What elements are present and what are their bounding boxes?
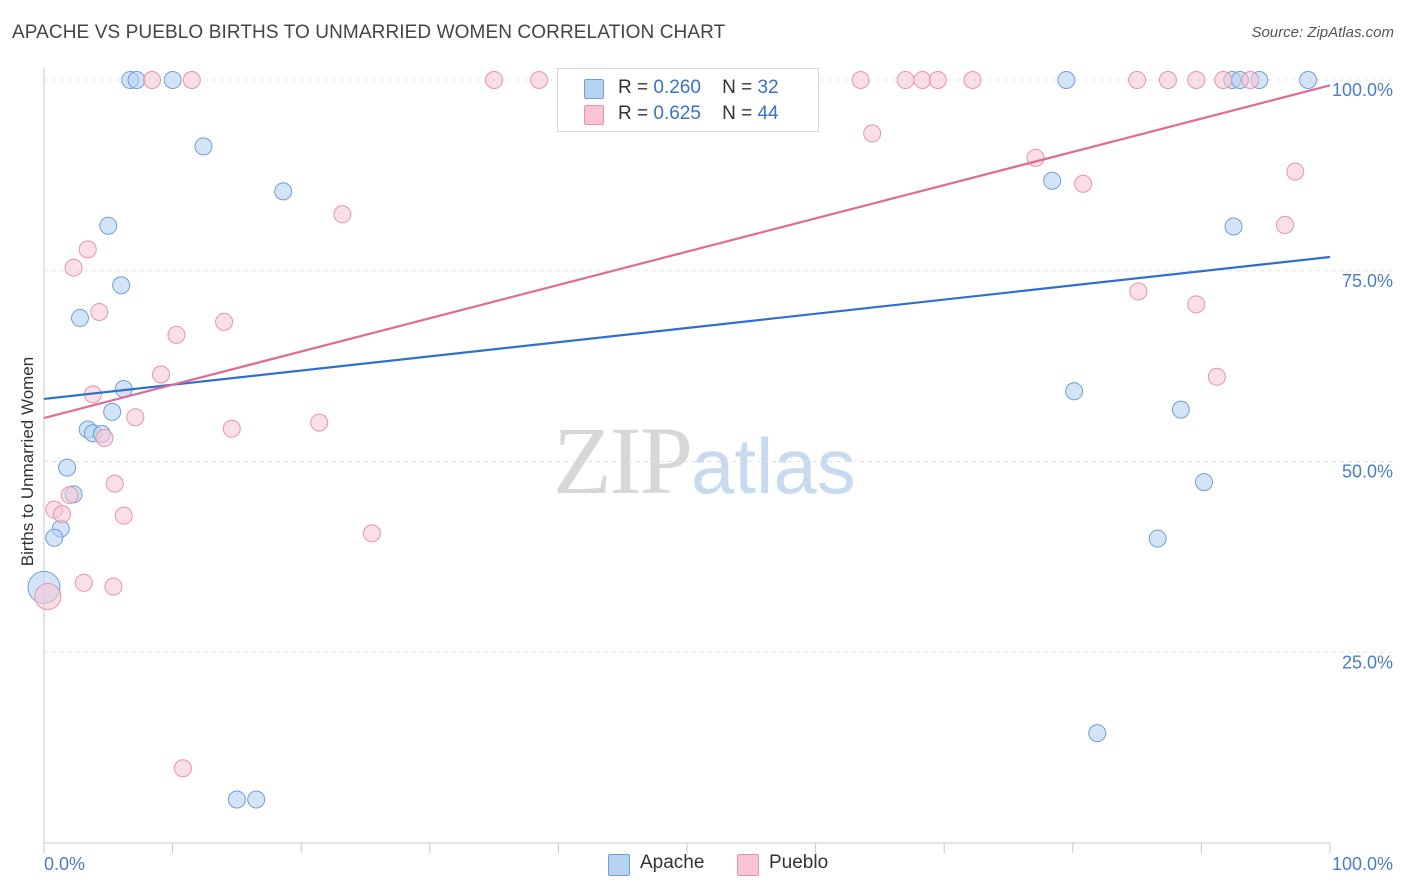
watermark: ZIPatlas <box>553 405 856 516</box>
pueblo-point <box>1158 71 1177 89</box>
pueblo-point <box>485 71 504 89</box>
apache-point <box>194 137 213 156</box>
legend-r-value-apache: 0.260 <box>653 77 701 98</box>
pueblo-point <box>1207 367 1226 386</box>
apache-point <box>103 402 122 421</box>
pueblo-point <box>74 573 93 592</box>
pueblo-point <box>173 759 192 778</box>
apache-point <box>58 458 77 477</box>
pueblo-point <box>1241 71 1260 89</box>
pueblo-point <box>310 413 329 432</box>
pueblo-point <box>863 124 882 143</box>
legend-r-value-pueblo: 0.625 <box>653 103 701 124</box>
pueblo-point <box>1275 215 1294 234</box>
source-label: Source: ZipAtlas.com <box>1251 24 1394 41</box>
pueblo-trend-line <box>43 84 1331 420</box>
legend-swatch-apache <box>584 79 604 99</box>
pueblo-point <box>896 71 915 89</box>
apache-trend-line <box>43 255 1331 401</box>
watermark-zip: ZIP <box>553 407 693 514</box>
apache-point <box>112 276 131 295</box>
pueblo-point <box>143 71 162 89</box>
x-tick-label: 100.0% <box>1332 854 1393 874</box>
pueblo-point <box>105 474 124 493</box>
apache-point <box>99 216 118 235</box>
apache-point <box>45 528 64 547</box>
pueblo-point <box>1128 71 1147 89</box>
pueblo-point <box>95 428 114 447</box>
apache-point <box>1057 71 1076 89</box>
legend-n-value-apache: 32 <box>757 77 779 98</box>
legend-n-value-pueblo: 44 <box>757 103 779 124</box>
apache-point <box>227 790 246 809</box>
apache-point <box>274 182 293 201</box>
pueblo-point <box>1074 174 1093 193</box>
legend-n-label: N = <box>722 77 753 98</box>
pueblo-point <box>215 312 234 331</box>
apache-point <box>71 309 90 328</box>
y-tick-label: 75.0% <box>1342 271 1393 291</box>
legend-swatch-pueblo <box>584 105 604 125</box>
pueblo-point <box>78 240 97 259</box>
pueblo-point <box>104 577 123 596</box>
y-tick-label: 25.0% <box>1342 652 1393 672</box>
pueblo-point <box>53 505 72 524</box>
bottom-swatch-pueblo <box>737 854 759 876</box>
pueblo-point <box>64 258 83 277</box>
legend-r-label: R = <box>618 103 649 124</box>
pueblo-point <box>152 365 171 384</box>
x-tick-label: 0.0% <box>44 854 85 874</box>
pueblo-point <box>333 205 352 224</box>
apache-point <box>1224 217 1243 236</box>
pueblo-point <box>126 408 145 427</box>
y-tick-label: 100.0% <box>1332 80 1393 100</box>
pueblo-point <box>1129 282 1148 301</box>
pueblo-point <box>182 71 201 89</box>
pueblo-point <box>963 71 982 89</box>
apache-point <box>1088 724 1107 743</box>
apache-point <box>1043 171 1062 190</box>
legend-r-label: R = <box>618 77 649 98</box>
trend-lines <box>43 84 1331 420</box>
pueblo-point <box>1187 71 1206 89</box>
axes <box>43 68 1331 853</box>
pueblo-point <box>222 419 241 438</box>
pueblo-point <box>851 71 870 89</box>
apache-point <box>1194 473 1213 492</box>
correlation-legend: R = 0.260 N = 32 R = 0.625 N = 44 <box>557 68 819 132</box>
pueblo-points <box>34 71 1305 778</box>
y-axis-title: Births to Unmarried Women <box>18 357 37 566</box>
pueblo-point <box>913 71 932 89</box>
pueblo-point <box>34 583 62 611</box>
apache-point <box>247 790 266 809</box>
bottom-swatch-apache <box>608 854 630 876</box>
pueblo-point <box>362 524 381 543</box>
tick-labels: 25.0% 50.0% 75.0% 100.0% 0.0% 100.0% Births to… <box>18 80 1393 874</box>
pueblo-point <box>1187 295 1206 314</box>
apache-point <box>1065 382 1084 401</box>
bottom-label-pueblo: Pueblo <box>769 852 829 873</box>
bottom-label-apache: Apache <box>640 852 705 873</box>
pueblo-point <box>90 302 109 321</box>
apache-point <box>1299 71 1318 89</box>
pueblo-point <box>167 325 186 344</box>
watermark-atlas: atlas <box>691 422 856 510</box>
legend-n-label: N = <box>722 103 753 124</box>
pueblo-point <box>530 71 549 89</box>
apache-point <box>127 71 146 89</box>
apache-point <box>1148 529 1167 548</box>
apache-point <box>1171 400 1190 419</box>
pueblo-point <box>928 71 947 89</box>
pueblo-point <box>1286 162 1305 181</box>
apache-points <box>27 71 1318 809</box>
y-tick-label: 50.0% <box>1342 462 1393 482</box>
apache-point <box>163 71 182 89</box>
pueblo-point <box>1214 71 1233 89</box>
pueblo-point <box>60 486 79 505</box>
pueblo-point <box>114 506 133 525</box>
chart-title: APACHE VS PUEBLO BIRTHS TO UNMARRIED WOM… <box>12 22 726 43</box>
